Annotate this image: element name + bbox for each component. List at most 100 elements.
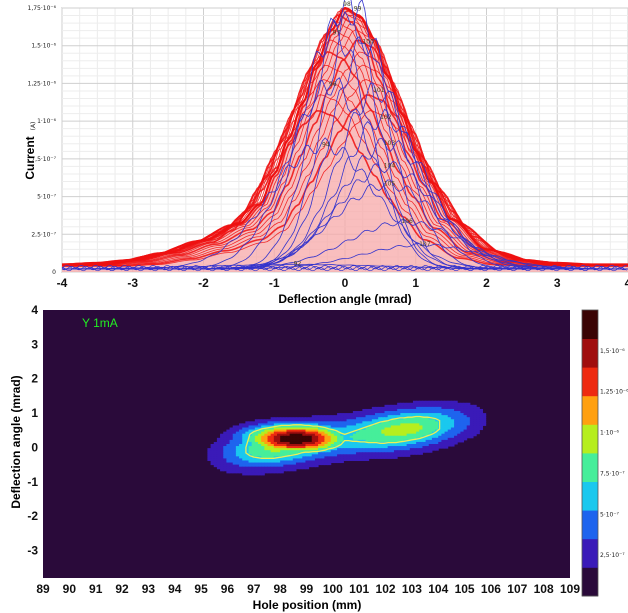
map-cell	[368, 448, 373, 451]
map-cell	[435, 404, 439, 408]
map-cell	[220, 464, 224, 468]
map-cell	[479, 417, 484, 420]
map-cell	[362, 425, 367, 429]
map-cell	[473, 413, 477, 416]
map-cell	[286, 439, 291, 443]
map-cell	[406, 406, 411, 410]
map-cell	[365, 435, 370, 439]
map-cell	[337, 456, 341, 459]
map-cell	[412, 423, 417, 426]
map-cell	[428, 419, 433, 422]
map-cell	[431, 448, 436, 451]
map-cell	[409, 406, 414, 410]
map-cell	[239, 437, 243, 441]
map-cell	[419, 429, 423, 433]
map-cell	[220, 444, 224, 447]
map-cell	[292, 435, 297, 439]
map-cell	[270, 421, 275, 424]
map-cell	[270, 444, 275, 447]
map-cell	[390, 444, 395, 447]
map-cell	[447, 419, 452, 422]
map-cell	[318, 441, 322, 445]
map-cell	[324, 444, 329, 447]
map-cell	[330, 441, 335, 445]
map-cell	[447, 421, 452, 424]
map-cell	[251, 437, 256, 441]
map-cell	[409, 404, 414, 408]
map-cell	[251, 425, 256, 429]
map-cell	[378, 435, 382, 439]
map-cell	[248, 468, 253, 472]
map-cell	[295, 435, 300, 439]
map-cell	[302, 439, 306, 443]
map-cell	[273, 427, 278, 431]
map-cell	[425, 417, 430, 420]
sample-curve-label: 105	[384, 181, 396, 188]
map-cell	[258, 427, 262, 431]
map-cell	[454, 419, 458, 422]
map-cell	[267, 429, 272, 433]
map-cell	[438, 402, 442, 406]
map-cell	[384, 433, 389, 437]
map-cell	[280, 441, 284, 445]
map-cell	[302, 441, 306, 445]
map-cell	[283, 468, 287, 472]
map-cell	[466, 404, 471, 408]
map-cell	[333, 448, 338, 451]
map-cell	[299, 450, 303, 453]
map-cell	[295, 458, 300, 461]
map-cell	[308, 435, 313, 439]
map-cell	[359, 421, 363, 424]
map-cell	[213, 454, 218, 457]
map-cell	[267, 468, 272, 472]
map-cell	[368, 437, 373, 441]
map-cell	[400, 404, 404, 408]
map-cell	[302, 433, 306, 437]
map-cell	[349, 419, 354, 422]
map-cell	[375, 448, 379, 451]
map-cell	[454, 437, 458, 441]
map-cell	[441, 423, 446, 426]
map-cell	[393, 456, 398, 459]
map-cell	[412, 402, 417, 406]
map-cell	[403, 411, 408, 414]
map-cell	[349, 425, 354, 429]
map-cell	[457, 402, 461, 406]
colorbar-segment	[582, 338, 598, 368]
map-cell	[368, 423, 373, 426]
map-cell	[273, 435, 278, 439]
map-cell	[264, 437, 268, 441]
map-cell	[441, 425, 446, 429]
map-cell	[390, 431, 395, 435]
map-cell	[403, 427, 408, 431]
map-cell	[406, 452, 411, 455]
map-cell	[403, 454, 408, 457]
map-cell	[235, 448, 240, 451]
map-cell	[311, 456, 316, 459]
map-cell	[337, 441, 341, 445]
map-cell	[422, 429, 427, 433]
map-cell	[226, 433, 231, 437]
map-cell	[321, 460, 325, 464]
map-cell	[270, 468, 275, 472]
map-cell	[400, 431, 404, 435]
map-cell	[270, 417, 275, 420]
map-cell	[371, 450, 376, 453]
map-cell	[375, 413, 379, 416]
map-cell	[292, 429, 297, 433]
map-cell	[416, 411, 420, 414]
map-cell	[444, 427, 449, 431]
map-cell	[390, 446, 395, 449]
map-cell	[340, 458, 344, 461]
map-cell	[352, 425, 357, 429]
map-cell	[444, 423, 449, 426]
map-cell	[292, 417, 297, 420]
map-cell	[343, 452, 348, 455]
map-cell	[210, 446, 215, 449]
map-cell	[476, 423, 480, 426]
map-cell	[343, 417, 348, 420]
map-cell	[305, 444, 310, 447]
map-cell	[295, 450, 300, 453]
map-cell	[267, 444, 272, 447]
